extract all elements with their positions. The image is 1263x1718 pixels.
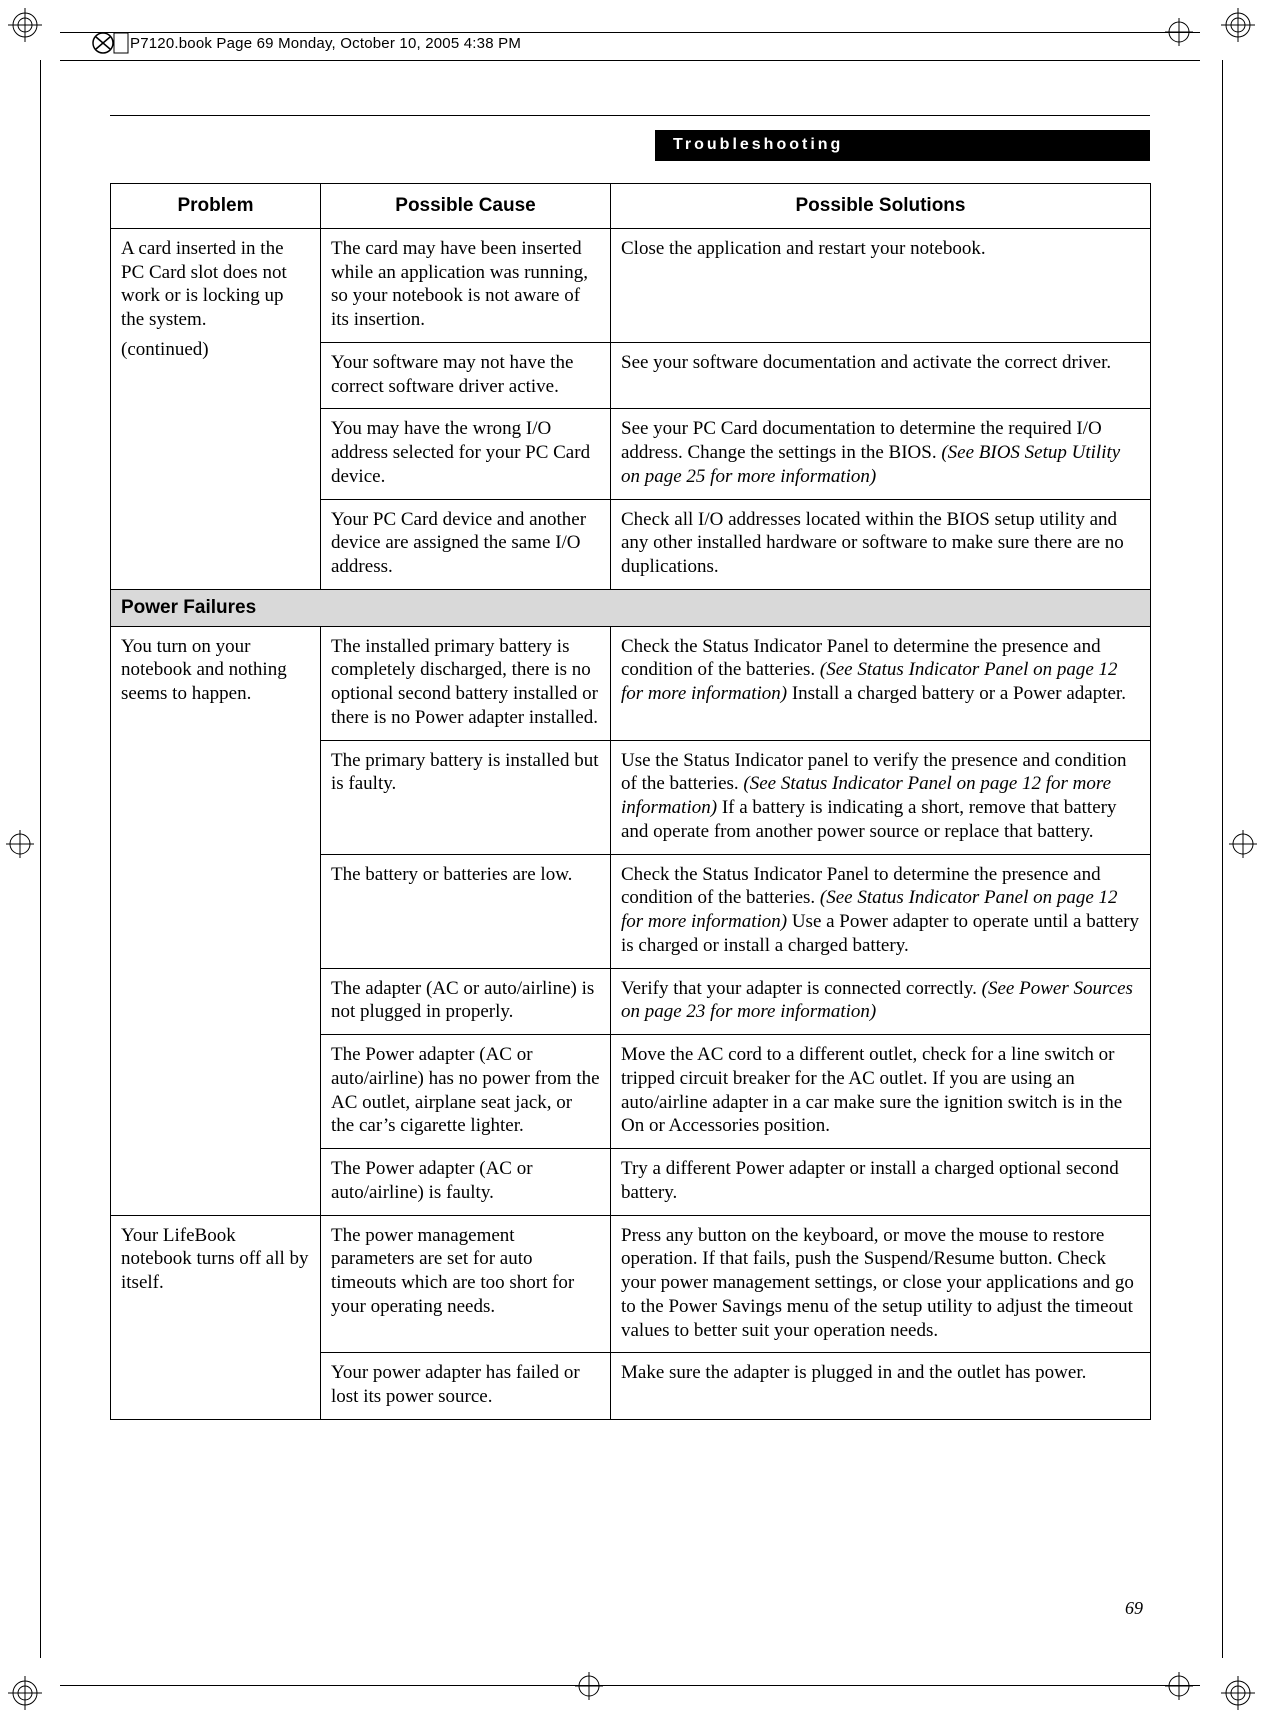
cell-cause: The card may have been inserted while an… [321, 228, 611, 342]
cell-problem: A card inserted in the PC Card slot does… [111, 228, 321, 589]
cell-solution: Check all I/O addresses located within t… [611, 499, 1151, 589]
table-section-label: Power Failures [111, 589, 1151, 626]
register-mark-icon [8, 1676, 42, 1710]
cell-cause: The Power adapter (AC or auto/airline) i… [321, 1149, 611, 1216]
table-section-row: Power Failures [111, 589, 1151, 626]
cell-cause: The battery or batteries are low. [321, 854, 611, 968]
crop-line [60, 60, 1200, 61]
cell-solution: Try a different Power adapter or install… [611, 1149, 1151, 1216]
cell-solution: Make sure the adapter is plugged in and … [611, 1353, 1151, 1420]
cell-problem: You turn on your notebook and nothing se… [111, 626, 321, 1215]
cell-cause: The Power adapter (AC or auto/airline) h… [321, 1035, 611, 1149]
cell-problem: Your LifeBook notebook turns off all by … [111, 1215, 321, 1419]
crop-line [60, 32, 1200, 33]
cell-cause: The installed primary battery is complet… [321, 626, 611, 740]
cell-solution: Verify that your adapter is connected co… [611, 968, 1151, 1035]
troubleshooting-table: Problem Possible Cause Possible Solution… [110, 183, 1151, 1420]
cell-cause: Your power adapter has failed or lost it… [321, 1353, 611, 1420]
table-body: A card inserted in the PC Card slot does… [111, 228, 1151, 1419]
header-print-note: P7120.book Page 69 Monday, October 10, 2… [130, 35, 521, 52]
crosshair-icon [1165, 1672, 1193, 1700]
register-mark-icon [1221, 1676, 1255, 1710]
table-row: Your LifeBook notebook turns off all by … [111, 1215, 1151, 1353]
crop-line [1222, 60, 1223, 1658]
cell-cause: You may have the wrong I/O address selec… [321, 409, 611, 499]
cell-solution: See your software documentation and acti… [611, 342, 1151, 409]
cell-solution: Close the application and restart your n… [611, 228, 1151, 342]
register-mark-icon [1221, 8, 1255, 42]
top-rule [110, 115, 1150, 116]
cell-solution: Move the AC cord to a different outlet, … [611, 1035, 1151, 1149]
cell-cause: The adapter (AC or auto/airline) is not … [321, 968, 611, 1035]
cell-solution: Check the Status Indicator Panel to dete… [611, 854, 1151, 968]
crop-line [40, 60, 41, 1658]
content-area: Troubleshooting Problem Possible Cause P… [110, 115, 1150, 1420]
col-header-problem: Problem [111, 184, 321, 229]
crosshair-icon [575, 1672, 603, 1700]
cell-cause: The power management parameters are set … [321, 1215, 611, 1353]
table-header-row: Problem Possible Cause Possible Solution… [111, 184, 1151, 229]
col-header-cause: Possible Cause [321, 184, 611, 229]
cell-solution: Use the Status Indicator panel to verify… [611, 740, 1151, 854]
page-number: 69 [1125, 1598, 1143, 1619]
col-header-solutions: Possible Solutions [611, 184, 1151, 229]
cell-solution: See your PC Card documentation to determ… [611, 409, 1151, 499]
crosshair-icon [1229, 830, 1257, 858]
cell-cause: Your software may not have the correct s… [321, 342, 611, 409]
crop-line [60, 1685, 1200, 1686]
cell-cause: The primary battery is installed but is … [321, 740, 611, 854]
book-page-icon [90, 30, 130, 56]
register-mark-icon [8, 8, 42, 42]
section-title-bar: Troubleshooting [655, 130, 1150, 161]
cell-solution: Press any button on the keyboard, or mov… [611, 1215, 1151, 1353]
table-row: A card inserted in the PC Card slot does… [111, 228, 1151, 342]
cell-cause: Your PC Card device and another device a… [321, 499, 611, 589]
table-row: You turn on your notebook and nothing se… [111, 626, 1151, 740]
page-root: P7120.book Page 69 Monday, October 10, 2… [0, 0, 1263, 1718]
cell-solution: Check the Status Indicator Panel to dete… [611, 626, 1151, 740]
crosshair-icon [6, 830, 34, 858]
